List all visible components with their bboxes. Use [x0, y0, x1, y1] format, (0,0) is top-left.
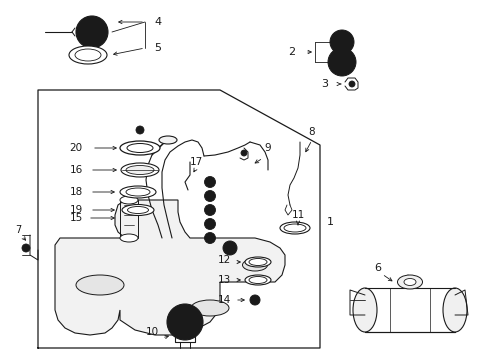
Ellipse shape [248, 276, 266, 284]
Text: 20: 20 [69, 143, 82, 153]
Circle shape [180, 317, 190, 327]
Text: 19: 19 [69, 205, 82, 215]
Ellipse shape [69, 46, 107, 64]
Text: 10: 10 [145, 327, 158, 337]
Ellipse shape [122, 204, 154, 216]
Circle shape [207, 180, 212, 184]
Circle shape [204, 176, 215, 188]
Circle shape [207, 194, 212, 198]
Circle shape [76, 16, 108, 48]
Text: 16: 16 [69, 165, 82, 175]
Ellipse shape [191, 300, 228, 316]
Ellipse shape [403, 279, 415, 285]
Ellipse shape [242, 259, 267, 271]
Ellipse shape [120, 196, 138, 204]
Text: 18: 18 [69, 187, 82, 197]
Circle shape [348, 81, 354, 87]
Text: 3: 3 [321, 79, 328, 89]
Text: 12: 12 [217, 255, 230, 265]
Circle shape [204, 233, 215, 243]
Circle shape [175, 312, 195, 332]
Ellipse shape [126, 188, 150, 196]
Ellipse shape [75, 49, 101, 61]
Text: 9: 9 [264, 143, 271, 153]
Ellipse shape [159, 136, 177, 144]
Circle shape [334, 55, 348, 69]
Text: 6: 6 [374, 263, 381, 273]
Text: 15: 15 [69, 213, 82, 223]
Circle shape [207, 221, 212, 226]
Circle shape [204, 219, 215, 230]
Text: 14: 14 [217, 295, 230, 305]
Circle shape [252, 297, 257, 302]
Circle shape [22, 244, 30, 252]
Ellipse shape [244, 275, 270, 285]
Text: 4: 4 [154, 17, 161, 27]
Circle shape [204, 204, 215, 216]
Circle shape [226, 245, 232, 251]
Ellipse shape [248, 258, 266, 266]
Text: 8: 8 [308, 127, 315, 137]
Circle shape [167, 304, 203, 340]
Ellipse shape [352, 288, 376, 332]
Ellipse shape [126, 166, 154, 175]
Circle shape [138, 128, 142, 132]
Ellipse shape [120, 186, 156, 198]
Text: 11: 11 [291, 210, 304, 220]
Text: 5: 5 [154, 43, 161, 53]
Ellipse shape [442, 288, 466, 332]
Circle shape [207, 207, 212, 212]
Circle shape [335, 36, 347, 48]
Ellipse shape [76, 275, 124, 295]
Text: 1: 1 [326, 217, 333, 227]
Text: 7: 7 [15, 225, 21, 235]
Ellipse shape [120, 234, 138, 242]
Circle shape [204, 190, 215, 202]
Circle shape [84, 24, 100, 40]
Text: 17: 17 [189, 157, 202, 167]
Circle shape [241, 150, 246, 156]
Ellipse shape [127, 207, 148, 213]
Ellipse shape [244, 257, 270, 267]
Ellipse shape [121, 163, 159, 177]
Ellipse shape [280, 222, 309, 234]
Circle shape [207, 235, 212, 240]
Ellipse shape [120, 141, 160, 155]
Circle shape [329, 30, 353, 54]
Circle shape [223, 241, 237, 255]
Text: 13: 13 [217, 275, 230, 285]
Ellipse shape [284, 224, 305, 232]
Text: 2: 2 [288, 47, 295, 57]
Circle shape [136, 126, 143, 134]
Ellipse shape [127, 144, 153, 153]
Ellipse shape [172, 312, 198, 324]
Circle shape [327, 48, 355, 76]
Polygon shape [55, 200, 285, 335]
Ellipse shape [397, 275, 422, 289]
Circle shape [249, 295, 260, 305]
